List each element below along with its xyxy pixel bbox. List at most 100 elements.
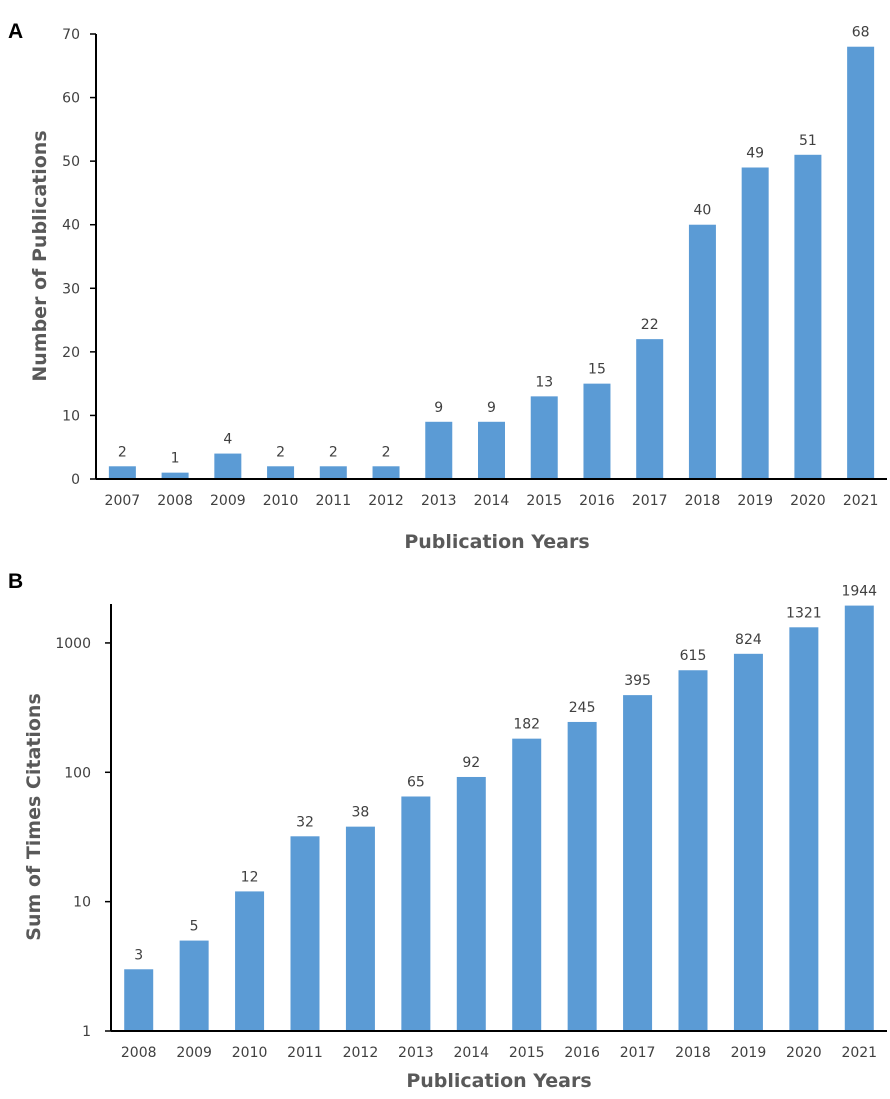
y-tick-label: 50: [62, 154, 80, 170]
x-tick-label: 2014: [453, 1045, 489, 1061]
x-tick-label: 2016: [579, 493, 615, 509]
data-label: 395: [624, 673, 651, 689]
data-label: 245: [569, 700, 596, 716]
panel-b-y-ticks: 1 10 100 1000: [55, 636, 111, 1040]
data-label: 12: [241, 869, 259, 885]
x-tick-label: 2009: [176, 1045, 212, 1061]
x-tick-label: 2008: [157, 493, 193, 509]
panel-a: A Number of Publications Publication Yea…: [8, 20, 887, 553]
data-label: 68: [852, 25, 870, 41]
x-tick-label: 2017: [620, 1045, 656, 1061]
x-tick-label: 2008: [121, 1045, 157, 1061]
data-label: 2: [382, 444, 391, 460]
bar: [161, 472, 189, 479]
panel-a-bars: [108, 46, 875, 480]
bar: [401, 796, 431, 1031]
bar: [372, 466, 400, 479]
panel-b-x-axis-title: Publication Years: [406, 1070, 591, 1092]
x-tick-label: 2015: [509, 1045, 545, 1061]
bar: [425, 421, 453, 479]
bar: [530, 396, 558, 479]
x-tick-label: 2009: [210, 493, 246, 509]
x-tick-label: 2011: [315, 493, 351, 509]
bar: [267, 466, 295, 479]
x-tick-label: 2010: [263, 493, 299, 509]
bar: [512, 738, 542, 1031]
bar: [124, 969, 154, 1031]
panel-a-x-axis-title: Publication Years: [404, 531, 589, 553]
data-label: 22: [641, 317, 659, 333]
bar: [636, 339, 664, 479]
data-label: 13: [535, 374, 553, 390]
y-tick-label: 100: [64, 765, 91, 781]
x-tick-label: 2015: [526, 493, 562, 509]
x-tick-label: 2011: [287, 1045, 323, 1061]
data-label: 49: [746, 146, 764, 162]
x-tick-label: 2012: [343, 1045, 379, 1061]
bar: [214, 453, 242, 479]
y-tick-label: 70: [62, 27, 80, 43]
bar: [688, 224, 716, 479]
y-tick-label: 20: [62, 345, 80, 361]
x-tick-label: 2012: [368, 493, 404, 509]
data-label: 40: [694, 203, 712, 219]
x-tick-label: 2010: [232, 1045, 268, 1061]
bar: [583, 383, 611, 479]
bar: [108, 466, 136, 479]
y-tick-label: 40: [62, 218, 80, 234]
bar: [345, 826, 375, 1031]
y-tick-label: 1: [82, 1024, 91, 1040]
x-tick-label: 2013: [398, 1045, 434, 1061]
panel-a-letter: A: [8, 20, 23, 43]
x-tick-label: 2014: [474, 493, 510, 509]
bar: [456, 776, 486, 1031]
x-tick-label: 2017: [632, 493, 668, 509]
x-tick-label: 2021: [841, 1045, 877, 1061]
x-tick-label: 2019: [737, 493, 773, 509]
data-label: 38: [352, 805, 370, 821]
data-label: 9: [487, 400, 496, 416]
data-label: 615: [680, 648, 707, 664]
x-tick-label: 2020: [790, 493, 826, 509]
bar: [741, 167, 769, 479]
bar: [847, 46, 875, 479]
data-label: 15: [588, 362, 606, 378]
x-tick-label: 2021: [843, 493, 879, 509]
bar: [789, 627, 819, 1031]
data-label: 1321: [786, 605, 822, 621]
panel-b-data-labels: 3 5 12 32 38 65 92 182 245 395 615 824 1321 1944: [134, 584, 877, 964]
bar: [623, 695, 653, 1031]
data-label: 182: [513, 717, 540, 733]
y-tick-label: 0: [71, 472, 80, 488]
panel-b: B Sum of Times Citations Publication Yea…: [8, 570, 887, 1092]
bar: [179, 940, 209, 1031]
bar: [567, 721, 597, 1031]
data-label: 5: [190, 919, 199, 935]
data-label: 824: [735, 632, 762, 648]
y-tick-label: 30: [62, 281, 80, 297]
data-label: 2: [276, 444, 285, 460]
y-tick-label: 10: [62, 408, 80, 424]
data-label: 92: [462, 755, 480, 771]
bar: [478, 421, 505, 479]
data-label: 9: [434, 400, 443, 416]
x-tick-label: 2020: [786, 1045, 822, 1061]
data-label: 1944: [841, 584, 877, 600]
y-tick-label: 60: [62, 91, 80, 107]
x-tick-label: 2007: [105, 493, 141, 509]
panel-b-bars: [124, 605, 874, 1031]
data-label: 32: [296, 814, 314, 830]
data-label: 3: [134, 947, 143, 963]
x-tick-label: 2019: [731, 1045, 767, 1061]
bar: [844, 605, 874, 1031]
data-label: 4: [223, 432, 232, 448]
panel-b-x-ticks: 2008 2009 2010 2011 2012 2013 2014 2015 2016 2017…: [121, 1045, 877, 1061]
panel-b-letter: B: [8, 570, 23, 593]
panel-b-y-axis-title: Sum of Times Citations: [23, 693, 45, 940]
bar: [678, 670, 708, 1031]
data-label: 51: [799, 133, 817, 149]
bar: [794, 154, 822, 480]
bar: [319, 466, 347, 479]
